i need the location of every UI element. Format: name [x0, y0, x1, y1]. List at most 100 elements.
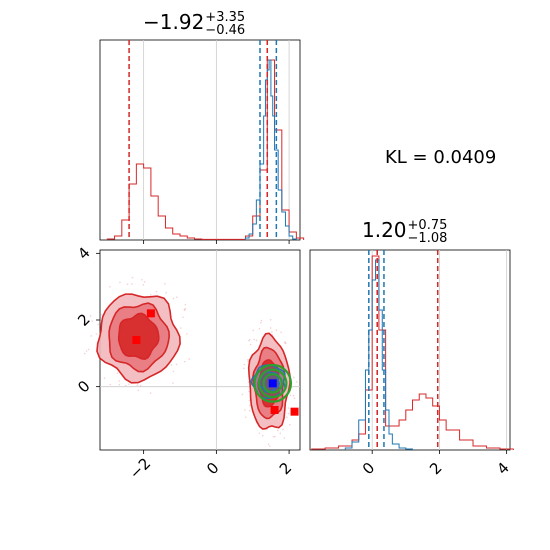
scatter-point [139, 384, 142, 387]
scatter-point [85, 350, 88, 352]
scatter-point [124, 384, 127, 387]
scatter-point [287, 407, 290, 409]
scatter-point [274, 435, 276, 438]
scatter-point [118, 383, 121, 386]
red-marker [270, 406, 279, 414]
scatter-point [116, 372, 119, 374]
scatter-point [143, 281, 146, 283]
x-tick-label: 2 [426, 459, 445, 478]
red-marker [132, 336, 141, 344]
scatter-point [83, 352, 86, 355]
scatter-point [95, 333, 98, 335]
scatter-point [101, 313, 103, 316]
red-marker [146, 309, 155, 318]
panel-frame [99, 39, 301, 241]
scatter-point [87, 320, 89, 323]
blue-marker [268, 379, 277, 388]
bottom-right-title-value: 1.20 [362, 218, 407, 242]
scatter-point [282, 428, 284, 431]
scatter-point [89, 315, 92, 317]
scatter-point [131, 283, 133, 285]
scatter-point [186, 333, 188, 335]
scatter-point [118, 380, 121, 382]
scatter-point [275, 329, 278, 331]
scatter-point [87, 348, 90, 351]
scatter-point [183, 309, 186, 311]
scatter-point [142, 283, 145, 286]
scatter-point [284, 341, 286, 344]
scatter-point [248, 404, 251, 407]
scatter-point [248, 409, 251, 412]
scatter-point [272, 435, 275, 438]
scatter-point [97, 323, 99, 326]
scatter-point [172, 297, 175, 300]
scatter-point [131, 276, 134, 279]
green-contour-level [262, 373, 283, 394]
top-left-title-value: −1.92 [143, 10, 205, 34]
scatter-point [244, 409, 246, 411]
scatter-point [260, 321, 262, 324]
scatter-point [260, 319, 263, 322]
top-left-histogram [99, 39, 305, 244]
scatter-point [283, 437, 286, 439]
scatter-point [180, 327, 182, 329]
panel-frame [309, 249, 511, 451]
scatter-point [248, 399, 251, 402]
bottom-right-histogram: 0 2 4 [309, 249, 514, 478]
scatter-point [109, 383, 112, 386]
scatter-point [269, 319, 272, 321]
scatter-point [292, 394, 295, 397]
scatter-point [136, 384, 139, 387]
scatter-point [253, 338, 255, 341]
scatter-point [289, 394, 292, 397]
green-contour-level [257, 368, 288, 399]
y-tick-label: 0 [74, 377, 93, 396]
scatter-point [90, 335, 93, 337]
scatter-point [243, 363, 246, 366]
scatter-point [84, 320, 86, 323]
scatter-point [164, 283, 166, 285]
scatter-point [295, 381, 298, 383]
scatter-point [258, 327, 261, 330]
scatter-point [165, 292, 168, 294]
scatter-point [268, 445, 271, 447]
top-left-title-plus: +3.35 [205, 9, 246, 25]
scatter-point [170, 364, 173, 366]
red-marker [290, 407, 299, 416]
scatter-point [241, 393, 244, 396]
scatter-point [252, 329, 255, 332]
scatter-point [184, 307, 187, 310]
top-left-title: −1.92 +3.35 −0.46 [143, 10, 245, 37]
y-tick-label: 2 [74, 310, 93, 329]
scatter-point [247, 358, 249, 361]
scatter-point [247, 360, 249, 363]
scatter-point [183, 360, 186, 363]
scatter-point [276, 429, 279, 432]
scatter-point [82, 323, 85, 326]
y-tick-label: 4 [74, 244, 93, 263]
red-histogram [311, 255, 514, 450]
bottom-right-title-errors: +0.75 −1.08 [408, 219, 448, 245]
scatter-point [248, 390, 250, 393]
scatter-point [176, 296, 178, 299]
scatter-point [182, 316, 184, 319]
bottom-right-title: 1.20 +0.75 −1.08 [362, 218, 447, 245]
scatter-point [137, 389, 140, 392]
scatter-point [249, 343, 252, 346]
scatter-point [293, 397, 296, 400]
x-tick-label: −2 [126, 454, 154, 482]
scatter-point [149, 293, 152, 296]
scatter-point [128, 383, 130, 385]
scatter-point [287, 412, 290, 415]
bottom-left-contour: −2 0 2 0 2 4 [74, 244, 301, 483]
kl-label: KL = 0.0409 [385, 147, 497, 168]
scatter-point [244, 416, 247, 418]
scatter-point [149, 392, 152, 394]
scatter-point [243, 367, 245, 370]
scatter-point [188, 358, 191, 360]
scatter-point [279, 432, 281, 435]
scatter-point [258, 432, 261, 435]
red-histogram [106, 59, 305, 240]
scatter-point [91, 320, 94, 322]
